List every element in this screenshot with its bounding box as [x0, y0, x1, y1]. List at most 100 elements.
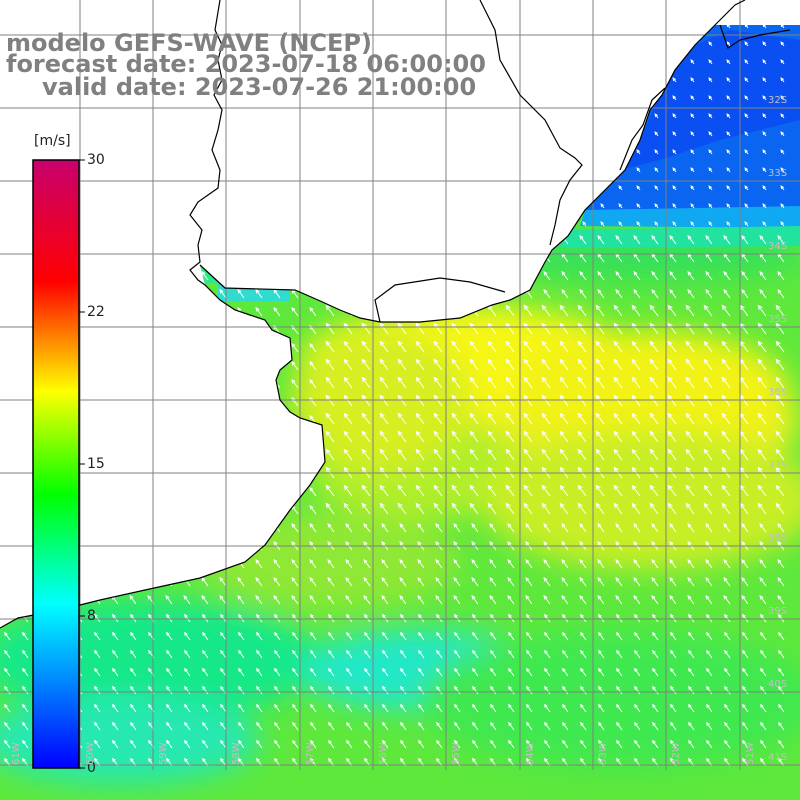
- wind-arrow: [471, 576, 479, 587]
- wind-arrow: [780, 131, 785, 137]
- wind-arrow: [219, 450, 227, 461]
- wind-arrow: [505, 502, 515, 515]
- wind-arrow: [382, 685, 389, 695]
- wind-arrow: [165, 288, 173, 299]
- wind-arrow: [417, 198, 425, 209]
- wind-arrow: [654, 167, 659, 173]
- wind-arrow: [526, 685, 533, 695]
- wind-arrow: [379, 358, 389, 371]
- wind-arrow: [525, 54, 533, 65]
- wind-arrow: [634, 739, 641, 749]
- wind-arrow: [381, 198, 389, 209]
- wind-arrow: [780, 149, 785, 155]
- wind-arrow: [559, 394, 569, 407]
- wind-arrow: [381, 108, 389, 119]
- wind-arrow: [219, 396, 227, 407]
- wind-arrow: [580, 739, 587, 749]
- wind-arrow: [726, 185, 731, 191]
- wind-arrow: [600, 77, 605, 83]
- wind-arrow: [687, 234, 695, 245]
- wind-arrow: [417, 180, 425, 191]
- wind-arrow: [595, 502, 605, 515]
- wind-arrow: [238, 703, 245, 713]
- wind-arrow: [561, 576, 569, 587]
- wind-arrow: [4, 631, 11, 641]
- wind-arrow: [618, 113, 623, 119]
- wind-arrow: [291, 162, 299, 173]
- wind-arrow: [487, 502, 497, 515]
- wind-arrow: [93, 234, 101, 245]
- wind-arrow: [382, 631, 389, 641]
- wind-arrow: [778, 721, 785, 731]
- wind-arrow: [762, 149, 767, 155]
- lat-label: 37S: [768, 460, 788, 471]
- wind-arrow: [489, 288, 497, 299]
- wind-arrow: [433, 340, 443, 353]
- wind-arrow: [309, 198, 317, 209]
- wind-arrow: [93, 25, 101, 29]
- wind-arrow: [708, 95, 713, 101]
- wind-arrow: [741, 558, 749, 569]
- wind-arrow: [220, 703, 227, 713]
- wind-arrow: [451, 412, 461, 425]
- wind-arrow: [505, 394, 515, 407]
- wind-arrow: [649, 394, 659, 407]
- wind-arrow: [651, 288, 659, 299]
- wind-arrow: [255, 180, 263, 191]
- wind-arrow: [309, 558, 317, 569]
- wind-arrow: [399, 25, 407, 29]
- wind-arrow: [202, 703, 209, 713]
- wind-arrow: [762, 221, 767, 227]
- wind-arrow: [490, 631, 497, 641]
- wind-arrow: [381, 522, 389, 533]
- wind-arrow: [111, 504, 119, 515]
- wind-arrow: [561, 558, 569, 569]
- lat-label: 36S: [768, 387, 788, 398]
- wind-arrow: [165, 396, 173, 407]
- wind-arrow: [22, 721, 29, 731]
- map-title-model: modelo GEFS-WAVE (NCEP): [6, 29, 372, 57]
- wind-arrow: [273, 486, 281, 497]
- wind-arrow: [759, 270, 767, 281]
- wind-arrow: [21, 144, 29, 155]
- wind-arrow: [454, 721, 461, 731]
- wind-arrow: [489, 576, 497, 587]
- wind-arrow: [382, 649, 389, 659]
- wind-arrow: [111, 270, 119, 281]
- wind-arrow: [777, 288, 785, 299]
- wind-arrow: [525, 108, 533, 119]
- wind-arrow: [363, 594, 371, 605]
- wind-arrow: [600, 41, 605, 47]
- wind-arrow: [436, 613, 443, 623]
- wind-arrow: [453, 288, 461, 299]
- wind-arrow: [75, 126, 83, 137]
- wind-arrow: [580, 631, 587, 641]
- wind-arrow: [201, 216, 209, 227]
- wind-arrow: [507, 180, 515, 191]
- wind-arrow: [130, 649, 137, 659]
- wind-arrow: [129, 234, 137, 245]
- wind-arrow: [634, 685, 641, 695]
- wind-arrow: [237, 414, 245, 425]
- wind-arrow: [579, 288, 587, 299]
- wind-arrow: [760, 667, 767, 677]
- lon-label: 54W: [525, 742, 536, 765]
- wind-arrow: [654, 113, 659, 119]
- wind-arrow: [543, 25, 551, 29]
- wind-arrow: [651, 270, 659, 281]
- colorbar-unit: [m/s]: [34, 133, 71, 149]
- wind-arrow: [759, 558, 767, 569]
- wind-arrow: [327, 288, 335, 299]
- wind-arrow: [129, 432, 137, 443]
- wind-arrow: [184, 721, 191, 731]
- wind-arrow: [130, 739, 137, 749]
- wind-arrow: [3, 342, 11, 353]
- wind-arrow: [256, 667, 263, 677]
- wind-arrow: [690, 77, 695, 83]
- wind-arrow: [237, 522, 245, 533]
- wind-arrow: [202, 667, 209, 677]
- wind-arrow: [600, 221, 605, 227]
- wind-arrow: [703, 304, 713, 317]
- wind-arrow: [562, 739, 569, 749]
- wind-arrow: [399, 108, 407, 119]
